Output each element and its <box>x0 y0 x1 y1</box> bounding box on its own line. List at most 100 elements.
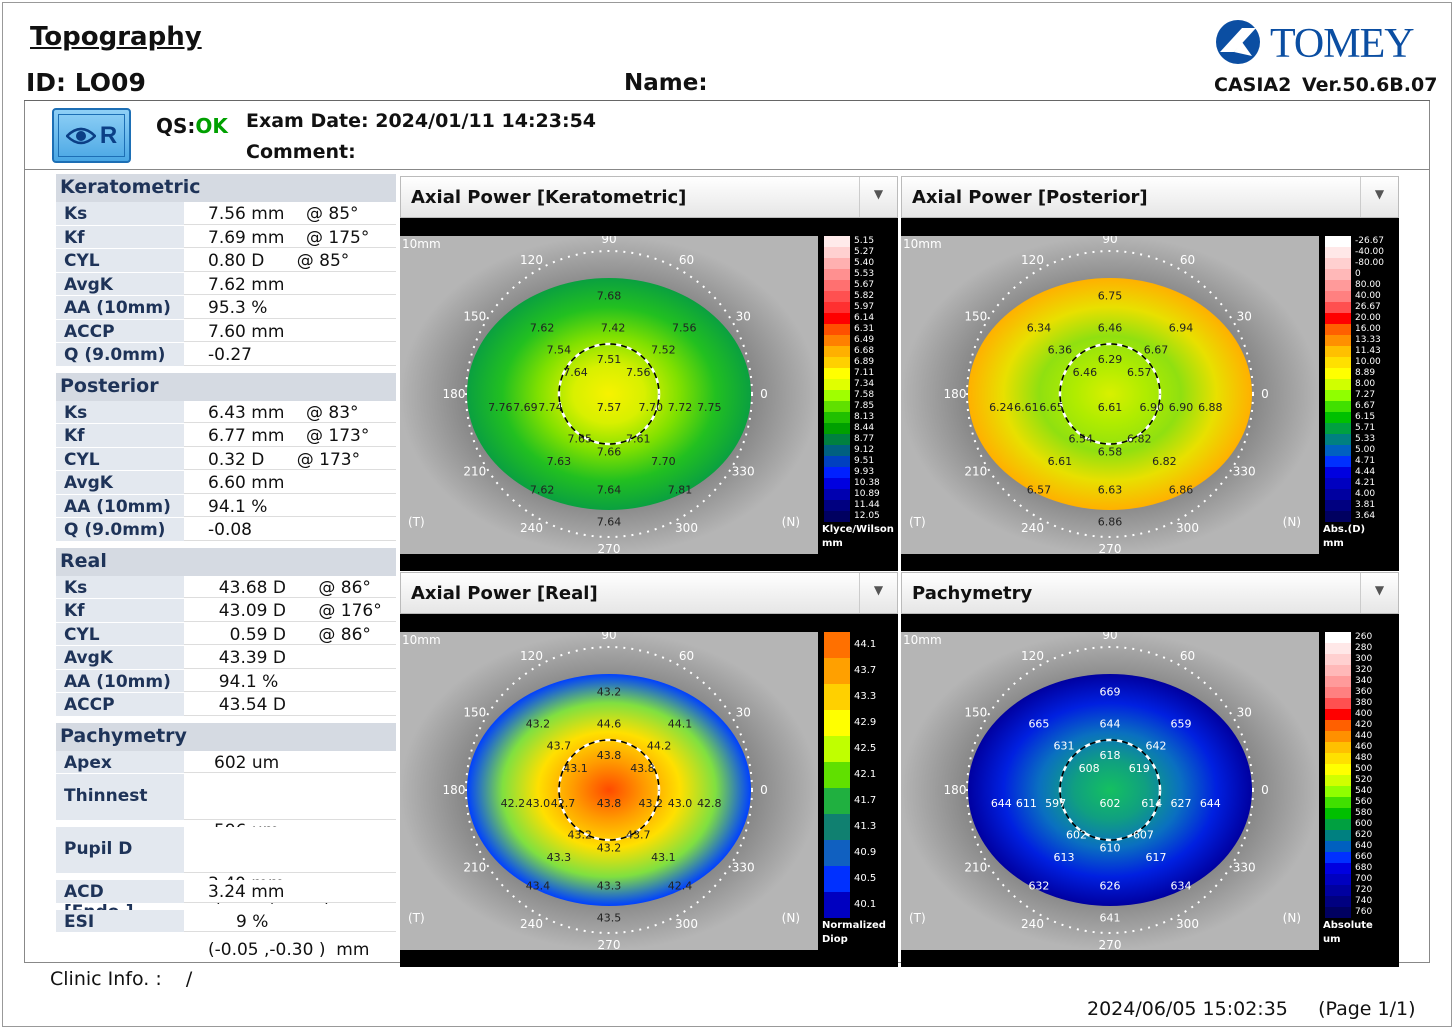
scale-swatch <box>1325 423 1351 434</box>
scale-swatch <box>1325 687 1351 698</box>
map-selector[interactable]: Axial Power [Posterior] ▼ <box>901 176 1399 218</box>
map-size-label: 10mm <box>402 237 441 251</box>
map-value-label: 618 <box>1100 749 1121 762</box>
row-value: 43.54 D <box>184 693 396 716</box>
map-title: Axial Power [Posterior] <box>912 187 1148 208</box>
map-title: Pachymetry <box>912 583 1033 604</box>
map-value-label: 7.70 <box>651 455 676 468</box>
scale-label: 3.64 <box>1355 510 1376 521</box>
map-value-label: 6.36 <box>1048 344 1073 357</box>
map-value-label: 626 <box>1100 880 1121 893</box>
map-value-label: 42.7 <box>551 797 576 810</box>
scale-label: 9.93 <box>854 466 875 477</box>
scale-label: -80.00 <box>1355 257 1385 268</box>
scale-swatch <box>1325 379 1351 390</box>
row-key: ACCP <box>56 319 184 342</box>
map-value-label: 6.46 <box>1098 321 1123 334</box>
scale-swatch <box>1325 665 1351 676</box>
angle-ring <box>966 646 1254 934</box>
scale-label: 320 <box>1355 664 1373 675</box>
scale-label: 5.15 <box>854 235 875 246</box>
scale-label: 12.05 <box>854 510 880 521</box>
row-key: Apex <box>56 750 184 773</box>
angle-label: 300 <box>675 917 698 931</box>
map-value-label: 7.52 <box>651 344 676 357</box>
scale-unit-secondary: um <box>1323 934 1341 945</box>
scale-swatch <box>824 866 850 892</box>
angle-label: 180 <box>443 387 466 401</box>
right-eye-badge[interactable]: R <box>52 108 131 163</box>
map-selector[interactable]: Axial Power [Keratometric] ▼ <box>400 176 898 218</box>
map-value-label: 608 <box>1079 762 1100 775</box>
measurement-row: CYL 0.80 D @ 85° <box>56 249 396 273</box>
map-nasal-label: (N) <box>782 911 800 925</box>
scale-label: 41.3 <box>854 821 877 832</box>
angle-label: 150 <box>964 706 987 720</box>
angle-label: 120 <box>1021 253 1044 267</box>
map-value-label: 43.1 <box>563 762 588 775</box>
scale-label: 42.1 <box>854 769 877 780</box>
map-selector[interactable]: Axial Power [Real] ▼ <box>400 572 898 614</box>
scale-swatch <box>824 247 850 258</box>
pachy-row-acd: ACD [Endo.] 3.24 mm <box>56 880 396 922</box>
angle-label: 150 <box>463 706 486 720</box>
scale-swatch <box>824 684 850 710</box>
angle-label: 90 <box>601 236 616 246</box>
chevron-down-icon[interactable]: ▼ <box>1360 177 1398 217</box>
chevron-down-icon[interactable]: ▼ <box>859 177 897 217</box>
row-value: 7.62 mm <box>184 272 396 295</box>
angle-label: 270 <box>598 938 621 950</box>
map-temporal-label: (T) <box>909 515 926 529</box>
scale-label: 10.00 <box>1355 356 1381 367</box>
scale-swatch <box>1325 698 1351 709</box>
scale-label: 6.67 <box>1355 400 1376 411</box>
eye-icon <box>65 127 96 144</box>
scale-swatch <box>1325 863 1351 874</box>
map-value-label: 602 <box>1066 829 1087 842</box>
angle-label: 60 <box>1180 253 1195 267</box>
scale-swatch <box>1325 797 1351 808</box>
row-value: 6.43 mm @ 83° <box>184 400 396 423</box>
row-key: AA (10mm) <box>56 669 184 692</box>
software-version: Ver.50.6B.07 <box>1302 74 1438 96</box>
map-value-label: 7.74 <box>538 401 563 414</box>
row-key: Ks <box>56 202 184 225</box>
map-value-label: 7.62 <box>530 484 555 497</box>
row-key: Thinnest <box>56 774 184 820</box>
map-value-label: 659 <box>1171 717 1192 730</box>
scale-swatch <box>1325 819 1351 830</box>
scale-label: 5.67 <box>854 279 875 290</box>
scale-unit: Absolute <box>1323 920 1373 931</box>
map-value-label: 6.63 <box>1098 484 1123 497</box>
row-key: ACCP <box>56 693 184 716</box>
scale-swatch <box>824 892 850 918</box>
map-value-label: 6.34 <box>1027 321 1052 334</box>
scale-swatch <box>824 658 850 684</box>
chevron-down-icon[interactable]: ▼ <box>859 573 897 613</box>
device-name: CASIA2 <box>1214 74 1292 96</box>
scale-label: 5.27 <box>854 246 875 257</box>
scale-swatch <box>1325 775 1351 786</box>
scale-label: 700 <box>1355 873 1373 884</box>
measurement-row: AvgK 7.62 mm <box>56 272 396 296</box>
measurement-row: Kf 43.09 D @ 176° <box>56 599 396 623</box>
chevron-down-icon[interactable]: ▼ <box>1360 573 1398 613</box>
angle-label: 60 <box>1180 649 1195 663</box>
map-value-label: 43.1 <box>651 851 676 864</box>
measurement-row: AvgK 6.60 mm <box>56 471 396 495</box>
map-value-label: 607 <box>1133 829 1154 842</box>
angle-label: 30 <box>736 310 751 324</box>
angle-label: 90 <box>1102 236 1117 246</box>
scale-swatch <box>1325 885 1351 896</box>
map-selector[interactable]: Pachymetry ▼ <box>901 572 1399 614</box>
map-nasal-label: (N) <box>782 515 800 529</box>
scale-swatch <box>824 814 850 840</box>
angle-label: 300 <box>1176 521 1199 535</box>
map-value-label: 6.88 <box>1198 401 1223 414</box>
scale-swatch <box>824 434 850 445</box>
row-value: 3.24 mm <box>184 880 396 903</box>
map-value-label: 631 <box>1054 740 1075 753</box>
scale-swatch <box>824 423 850 434</box>
row-key: CYL <box>56 249 184 272</box>
patient-name: Name: <box>624 70 708 96</box>
